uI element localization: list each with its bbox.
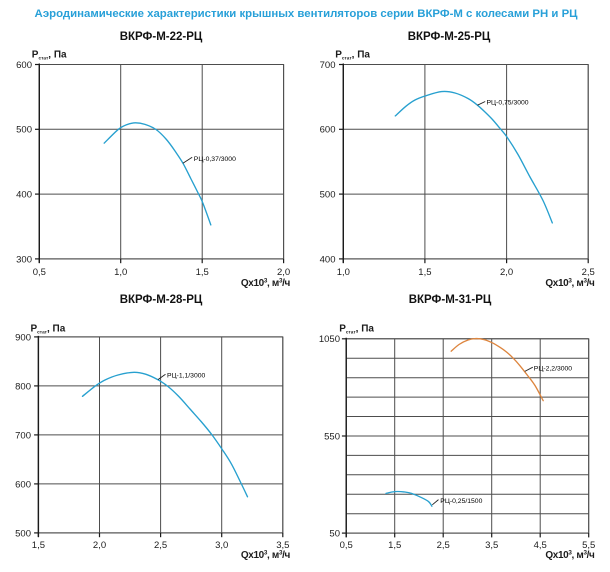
svg-text:РЦ-0,75/3000: РЦ-0,75/3000: [487, 100, 529, 107]
svg-text:800: 800: [15, 381, 31, 392]
svg-text:РЦ-0,37/3000: РЦ-0,37/3000: [194, 156, 236, 163]
svg-text:0,5: 0,5: [33, 267, 46, 278]
svg-text:700: 700: [320, 60, 336, 71]
svg-text:0,5: 0,5: [340, 540, 353, 551]
svg-text:3,0: 3,0: [215, 540, 228, 551]
svg-text:Qx103, м3/ч: Qx103, м3/ч: [241, 550, 291, 562]
svg-text:1,0: 1,0: [337, 267, 350, 278]
svg-text:2,5: 2,5: [582, 267, 595, 278]
svg-text:2,0: 2,0: [500, 267, 513, 278]
svg-text:Аэродинамические характеристик: Аэродинамические характеристики крышных …: [34, 8, 578, 20]
svg-text:900: 900: [15, 332, 31, 343]
svg-text:ВКРФ-М-31-РЦ: ВКРФ-М-31-РЦ: [409, 294, 492, 306]
svg-text:1,5: 1,5: [388, 540, 401, 551]
svg-text:Pстат, Па: Pстат, Па: [335, 50, 370, 61]
svg-text:1,0: 1,0: [114, 267, 127, 278]
svg-text:700: 700: [15, 430, 31, 441]
svg-text:Pстат, Па: Pстат, Па: [31, 324, 66, 335]
svg-text:РЦ-0,25/1500: РЦ-0,25/1500: [440, 498, 482, 505]
svg-text:4,5: 4,5: [534, 540, 547, 551]
svg-text:1,5: 1,5: [418, 267, 431, 278]
svg-text:600: 600: [16, 60, 32, 71]
svg-text:2,0: 2,0: [93, 540, 106, 551]
svg-text:5,5: 5,5: [582, 540, 595, 551]
svg-text:ВКРФ-М-25-РЦ: ВКРФ-М-25-РЦ: [408, 31, 491, 43]
svg-text:1,5: 1,5: [32, 540, 45, 551]
svg-text:2,0: 2,0: [277, 267, 290, 278]
svg-text:2,5: 2,5: [154, 540, 167, 551]
svg-text:3,5: 3,5: [276, 540, 289, 551]
svg-text:1050: 1050: [319, 334, 340, 345]
svg-text:50: 50: [329, 529, 340, 540]
svg-text:Qx103, м3/ч: Qx103, м3/ч: [241, 278, 291, 290]
svg-text:500: 500: [320, 190, 336, 201]
svg-text:3,5: 3,5: [485, 540, 498, 551]
svg-text:500: 500: [15, 528, 31, 539]
svg-text:Pстат, Па: Pстат, Па: [32, 50, 67, 61]
svg-text:РЦ-2,2/3000: РЦ-2,2/3000: [534, 366, 573, 373]
svg-text:550: 550: [324, 431, 340, 442]
svg-text:300: 300: [16, 254, 32, 265]
svg-text:ВКРФ-М-28-РЦ: ВКРФ-М-28-РЦ: [120, 294, 203, 306]
svg-text:400: 400: [320, 254, 336, 265]
svg-text:600: 600: [320, 125, 336, 136]
svg-text:Qx103, м3/ч: Qx103, м3/ч: [545, 278, 595, 290]
svg-text:400: 400: [16, 190, 32, 201]
svg-text:Pстат, Па: Pстат, Па: [339, 324, 374, 335]
svg-text:1,5: 1,5: [196, 267, 209, 278]
svg-text:500: 500: [16, 125, 32, 136]
svg-text:РЦ-1,1/3000: РЦ-1,1/3000: [167, 373, 206, 380]
svg-text:600: 600: [15, 479, 31, 490]
svg-text:ВКРФ-М-22-РЦ: ВКРФ-М-22-РЦ: [120, 31, 203, 43]
svg-text:2,5: 2,5: [437, 540, 450, 551]
svg-text:Qx103, м3/ч: Qx103, м3/ч: [545, 550, 595, 562]
